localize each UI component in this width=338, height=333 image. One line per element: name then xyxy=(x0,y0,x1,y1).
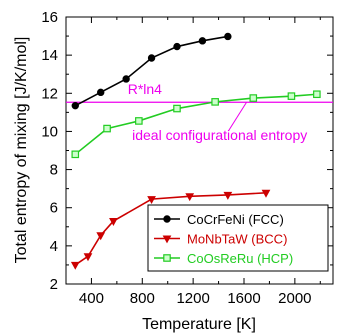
legend: CoCrFeNi (FCC) MoNbTaW (BCC) CoOsReRu (HCP… xyxy=(147,204,329,272)
y-tick-label: 4 xyxy=(50,238,58,255)
series-group xyxy=(70,32,321,270)
data-point xyxy=(70,261,80,270)
series-1 xyxy=(71,32,232,110)
annotation-ideal-entropy: ideal configurational entropy xyxy=(132,127,307,143)
data-point xyxy=(147,196,156,205)
y-tick-label: 16 xyxy=(41,9,58,26)
series-line xyxy=(74,93,317,155)
data-point xyxy=(162,235,172,244)
data-point xyxy=(249,94,258,102)
y-tick-label: 14 xyxy=(41,47,58,64)
data-point xyxy=(103,124,111,133)
data-point xyxy=(173,42,181,51)
data-point xyxy=(96,232,106,241)
x-axis-ticks: 400 800 1200 1600 2000 xyxy=(65,17,321,307)
legend-label: CoOsReRu (HCP) xyxy=(187,251,293,266)
y-tick-label: 8 xyxy=(50,162,58,179)
data-point xyxy=(313,90,321,99)
x-tick-label: 400 xyxy=(79,290,104,307)
data-point xyxy=(97,88,105,97)
y-axis-ticks: 2 4 6 8 10 12 14 16 xyxy=(41,9,333,293)
x-axis-label: Temperature [K] xyxy=(142,316,256,333)
data-point xyxy=(71,101,79,110)
data-point xyxy=(163,254,171,262)
data-point xyxy=(71,150,80,159)
series-2 xyxy=(70,189,271,270)
y-tick-label: 10 xyxy=(41,123,58,140)
legend-label: MoNbTaW (BCC) xyxy=(187,232,287,247)
data-point xyxy=(223,191,233,200)
data-point xyxy=(261,189,271,198)
data-point xyxy=(163,215,171,223)
data-point xyxy=(185,193,195,202)
legend-item: CoCrFeNi (FCC) xyxy=(154,212,284,227)
data-point xyxy=(135,117,143,125)
data-point xyxy=(83,253,93,262)
x-tick-label: 1600 xyxy=(227,290,260,307)
data-point xyxy=(224,32,232,41)
y-axis-label: Total entropy of mixing [J/K/mol] xyxy=(13,37,30,264)
y-tick-label: 2 xyxy=(50,276,58,293)
legend-item: CoOsReRu (HCP) xyxy=(154,251,293,266)
x-tick-label: 800 xyxy=(130,290,155,307)
series-3 xyxy=(71,90,321,159)
data-point xyxy=(109,218,118,226)
annotation-pointer xyxy=(228,101,247,131)
y-tick-label: 12 xyxy=(41,85,58,102)
y-tick-label: 6 xyxy=(50,200,58,217)
data-point xyxy=(211,98,219,106)
legend-label: CoCrFeNi (FCC) xyxy=(187,212,284,227)
data-point xyxy=(147,54,156,62)
series-line xyxy=(74,192,267,266)
data-point xyxy=(173,104,181,113)
data-point xyxy=(122,75,130,83)
reference-line-group: R*ln4 ideal configurational entropy xyxy=(66,81,333,143)
legend-item: MoNbTaW (BCC) xyxy=(154,232,287,247)
x-tick-label: 1200 xyxy=(176,290,209,307)
data-point xyxy=(198,37,207,45)
reference-line-label: R*ln4 xyxy=(128,81,162,97)
x-tick-label: 2000 xyxy=(278,290,311,307)
data-point xyxy=(287,92,296,100)
